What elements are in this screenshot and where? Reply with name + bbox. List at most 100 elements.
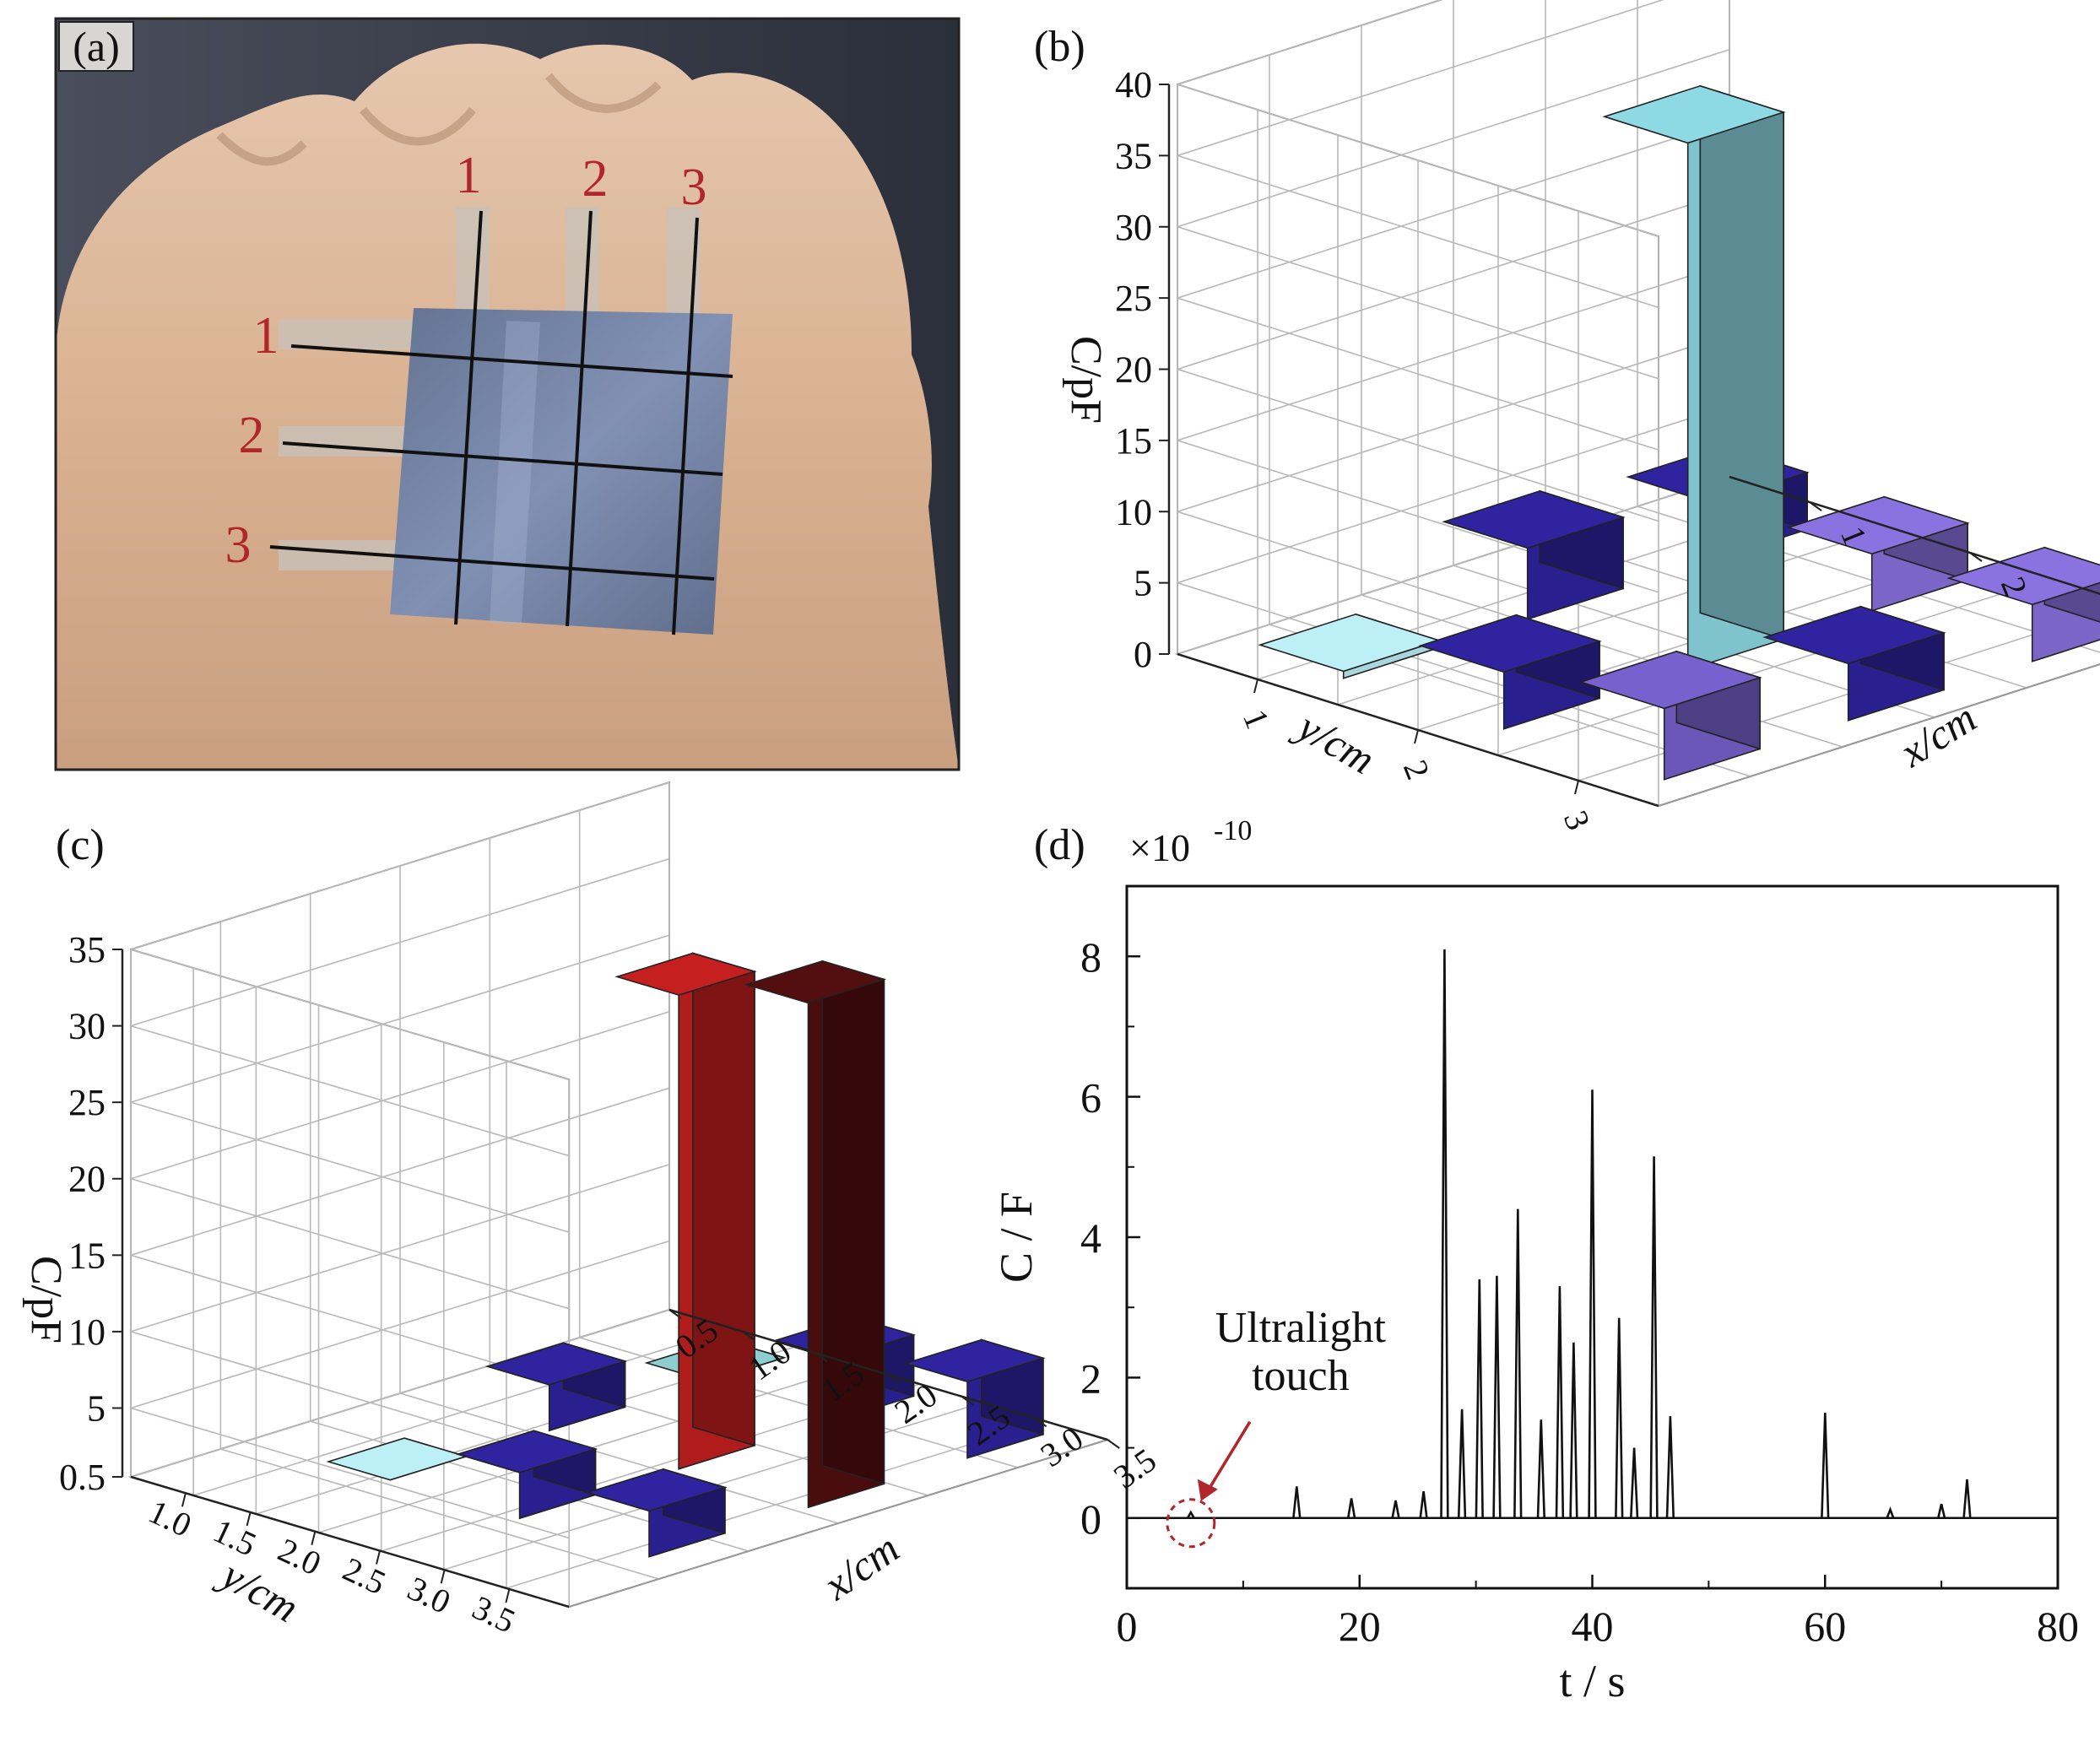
column-label: 3 [681, 159, 707, 216]
grid-line [130, 949, 570, 1080]
knuckle-shadow [216, 73, 662, 166]
chart-bars [1258, 84, 2100, 781]
grid-line [130, 1177, 570, 1310]
bar-top-face [585, 1468, 728, 1512]
signal-peak [1492, 1275, 1502, 1518]
axis-multiplier: ×10 [1129, 826, 1190, 869]
z-tick-label: 20 [1115, 349, 1152, 391]
z-tick-label: 30 [1115, 207, 1152, 248]
bar-2-1 [484, 1342, 628, 1432]
floor-edge [1658, 663, 2100, 807]
grid-line [192, 1327, 733, 1496]
panel-label: (b) [1034, 23, 1085, 71]
bar-side-face [692, 952, 755, 1446]
x-tick [1034, 1417, 1047, 1428]
signal-peak [1962, 1479, 1972, 1518]
signal-peak [1649, 1156, 1659, 1518]
bar-3-3 [1946, 546, 2100, 662]
bar-top-face [1946, 546, 2100, 606]
bar-3-3 [903, 1338, 1046, 1459]
bar-top-face [1762, 605, 1946, 665]
z-tick-label: 0 [1134, 634, 1152, 675]
grid-line [1177, 0, 1443, 85]
bar-1-3 [585, 1468, 728, 1558]
column-label: 1 [456, 147, 482, 204]
grid-line [454, 210, 483, 625]
annotation-circle [1166, 1498, 1216, 1549]
grid-line [1177, 581, 1659, 736]
z-axis-title: C/pF [1062, 336, 1110, 424]
grid-line [1177, 476, 1730, 655]
bar-top-face [614, 952, 757, 996]
grid-line [130, 1025, 570, 1157]
grid-line [269, 545, 715, 581]
grid-line [399, 1392, 839, 1524]
bar-1-1 [1258, 613, 1442, 679]
panel-a-photo: 1 2 3 1 2 3 (a) [54, 17, 961, 771]
grid-line [220, 1448, 659, 1580]
z-tick-label: 40 [1115, 64, 1152, 105]
x-tick [1969, 552, 1983, 562]
grid-line [130, 857, 670, 1027]
x-tick-label: 20 [1339, 1603, 1381, 1650]
annotation-text: touch [1252, 1352, 1350, 1400]
bar-top-face [744, 960, 887, 1004]
grid-line [1177, 225, 1659, 380]
y-tick [1253, 679, 1258, 694]
bar-side-face [821, 960, 885, 1485]
signal-peak [1555, 1286, 1565, 1518]
bar-1-3 [1578, 650, 1762, 781]
grid-line [579, 1337, 1019, 1468]
y-tick-label: 8 [1080, 933, 1101, 981]
z-axis-title: C/pF [22, 1256, 70, 1344]
grid-line [1177, 154, 1659, 309]
y-tick-label: 1 [1236, 704, 1277, 733]
row-label: 1 [253, 307, 279, 365]
z-tick-label: 10 [68, 1311, 106, 1353]
bar-2-3 [744, 960, 887, 1509]
bar-top-face [1786, 495, 1970, 555]
grid-line [282, 441, 723, 476]
grid-line [1177, 262, 1730, 441]
bar-top-face [1602, 84, 1786, 144]
y-tick-label: 2 [1080, 1354, 1101, 1402]
photo-frame [54, 17, 961, 771]
x-tick [741, 1330, 755, 1341]
bar-2-2 [1602, 84, 1786, 671]
axis-multiplier-exponent: -10 [1214, 815, 1252, 846]
signal-peak [1665, 1416, 1675, 1518]
grid-line [1337, 527, 1891, 706]
panel-d-chart: (d) 0 20 40 60 80 0 2 4 6 8 t / s C / F ×10 -10 Ultral… [991, 815, 2079, 1706]
z-tick-label: 30 [68, 1006, 106, 1047]
signal-peak [1886, 1506, 1895, 1519]
grid-line [1177, 120, 1730, 299]
grid-line [130, 1101, 570, 1233]
row-label: 2 [239, 407, 265, 464]
x-tick-label: 3.5 [1107, 1441, 1163, 1496]
signal-peak [1186, 1510, 1195, 1519]
y-tick-label: 3.0 [402, 1569, 456, 1621]
grid-line [130, 1240, 670, 1409]
grid-line [1177, 48, 1730, 228]
y-tick-label: 1.0 [143, 1492, 197, 1544]
grid-line [130, 1087, 670, 1257]
chart-grid [1174, 0, 2100, 808]
y-tick [246, 1511, 252, 1527]
y-tick-label: 2.5 [338, 1549, 392, 1602]
x-tick-label: 60 [1804, 1603, 1846, 1650]
panel-b-chart: (b) 0510152025303540123123C/pFx/cmy/cm [1034, 0, 2100, 835]
y-tick-label: 6 [1080, 1074, 1101, 1122]
grid-line [130, 1164, 670, 1333]
grid-line [130, 781, 670, 950]
grid-line [1177, 191, 1730, 370]
annotation-arrowhead [1197, 1479, 1218, 1501]
line-plot: 0 20 40 60 80 0 2 4 6 8 t / s C / F ×10 -10 Ultralight… [991, 815, 2079, 1706]
z-tick-label: 5 [87, 1387, 106, 1429]
z-tick-label: 15 [1115, 420, 1152, 462]
grid-line [290, 344, 733, 378]
panel-label: (d) [1034, 821, 1085, 869]
plot-frame [1125, 884, 2059, 1590]
y-tick [376, 1550, 381, 1565]
signal-peak [1391, 1500, 1400, 1519]
